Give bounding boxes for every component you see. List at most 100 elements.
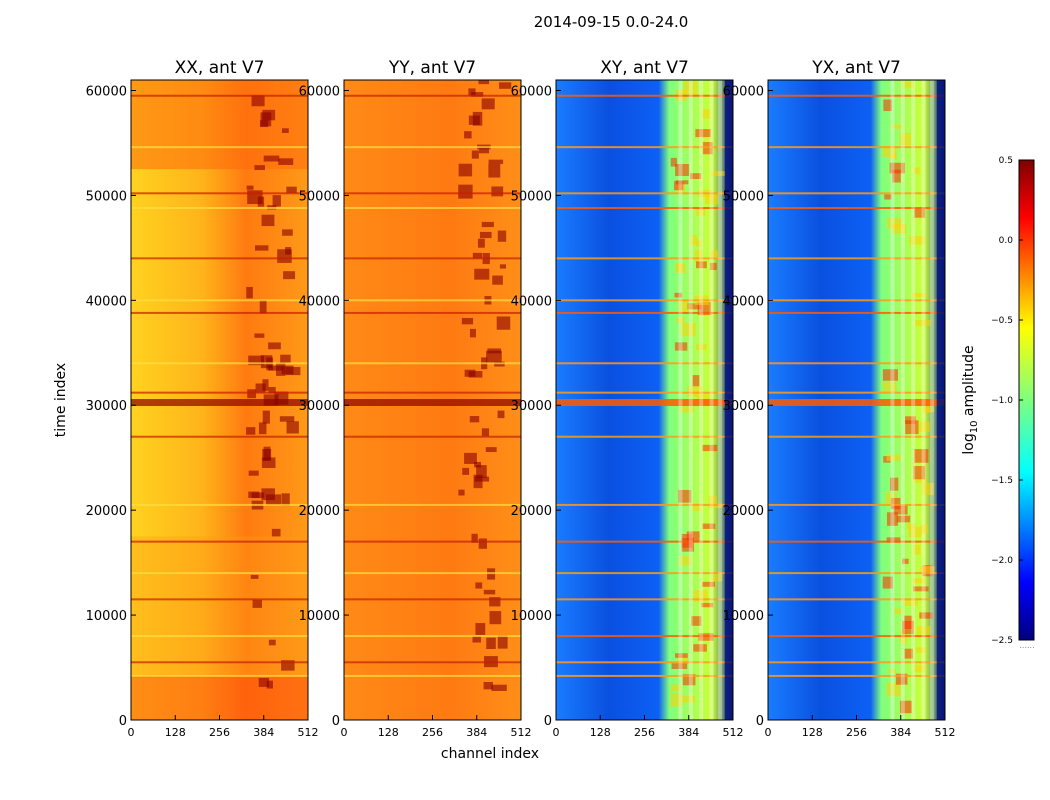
heatmap-streak [556, 299, 733, 302]
heatmap-cell [475, 582, 483, 589]
heatmap-cell [893, 608, 904, 614]
heatmap-cell [261, 214, 275, 227]
heatmap-streak [344, 311, 521, 314]
heatmap-cell [286, 421, 299, 434]
heatmap-streak [344, 540, 521, 543]
heatmap-streak [556, 362, 733, 365]
heatmap-cell [483, 681, 493, 690]
heatmap-streak [131, 257, 308, 260]
heatmap-streak [556, 391, 733, 394]
heatmap-cell [690, 173, 702, 180]
heatmap-cell [472, 252, 483, 259]
heatmap-streak [768, 94, 945, 97]
heatmap-cell [691, 616, 702, 626]
heatmap-streak [131, 399, 308, 406]
heatmap-streak [131, 674, 308, 677]
heatmap-cell [882, 145, 897, 157]
heatmap-cell [702, 581, 715, 587]
x-tick-label: 256 [209, 726, 230, 739]
y-tick-label: 20000 [299, 504, 340, 519]
heatmap-streak [131, 391, 308, 394]
heatmap-cell [920, 524, 928, 534]
colorbar-footnote: ...... [1019, 641, 1034, 650]
heatmap-cell [481, 428, 490, 437]
heatmap-stripe [930, 80, 935, 720]
heatmap-cell [891, 124, 903, 129]
heatmap-cell [497, 230, 507, 242]
y-tick-label: 40000 [86, 294, 127, 309]
heatmap-cell [886, 512, 898, 526]
heatmap-cell [889, 477, 899, 491]
heatmap-cell [920, 566, 935, 574]
panel-4: YX, ant V7 0 10000 20000 30000 40000 50000 6000… [723, 58, 956, 739]
heatmap-cell [919, 421, 930, 433]
heatmap-cell [890, 154, 897, 161]
heatmap-cell [479, 231, 492, 239]
heatmap-cell [702, 444, 718, 452]
heatmap-cell [710, 171, 726, 176]
heatmap-cell [670, 684, 682, 692]
colorbar-tick-label: 0.5 [999, 156, 1013, 166]
x-tick-label: 384 [678, 726, 699, 739]
heatmap-cell [674, 292, 683, 298]
heatmap-cell [246, 185, 254, 190]
heatmap-cell [887, 217, 903, 229]
x-tick-label: 128 [165, 726, 186, 739]
heatmap-cell [261, 457, 276, 468]
heatmap-streak [131, 362, 308, 365]
heatmap-cell [458, 163, 473, 177]
heatmap-cell [905, 416, 916, 424]
x-tick-label: 512 [511, 726, 532, 739]
heatmap-streak [768, 674, 945, 677]
heatmap-cell [263, 155, 280, 162]
heatmap-streak [768, 207, 945, 209]
heatmap-streak [131, 192, 308, 195]
heatmap-cell [251, 492, 265, 499]
heatmap-cell [483, 589, 496, 595]
heatmap-cell [889, 162, 905, 174]
heatmap-streak [556, 311, 733, 314]
heatmap-cell [281, 493, 290, 506]
x-tick-label: 512 [723, 726, 744, 739]
heatmap-cell [280, 354, 291, 364]
heatmap-band [131, 80, 308, 170]
heatmap-streak [768, 635, 945, 638]
heatmap-stripe [718, 80, 723, 720]
heatmap-cell [491, 186, 504, 197]
heatmap-cell [893, 504, 908, 515]
heatmap-cell [462, 467, 470, 475]
heatmap-cell [888, 669, 897, 674]
heatmap-cell [499, 264, 507, 269]
heatmap-streak [768, 540, 945, 543]
heatmap-streak [344, 94, 521, 97]
panel-title: YX, ant V7 [811, 58, 901, 78]
y-tick-label: 0 [332, 714, 340, 729]
y-tick-label: 0 [544, 714, 552, 729]
heatmap-cell [677, 656, 689, 665]
y-axis-label: time index [53, 363, 69, 437]
heatmap-streak [131, 146, 308, 149]
heatmap-cell [474, 461, 482, 468]
heatmap-cell [262, 410, 270, 424]
heatmap-cell [696, 393, 712, 404]
heatmap-cell [464, 452, 477, 464]
heatmap-cell [278, 158, 294, 165]
heatmap-streak [556, 399, 733, 406]
heatmap-cell [471, 150, 479, 159]
x-tick-label: 0 [341, 726, 348, 739]
heatmap-streak [344, 146, 521, 149]
heatmap-cell [692, 503, 702, 512]
x-tick-label: 128 [378, 726, 399, 739]
heatmap-streak [556, 635, 733, 638]
heatmap-cell [271, 528, 281, 537]
heatmap-cell [679, 406, 695, 413]
heatmap-streak [768, 598, 945, 601]
heatmap-streak [768, 391, 945, 394]
heatmap-cell [687, 385, 703, 398]
heatmap-cell [486, 350, 502, 364]
heatmap-streak [768, 435, 945, 438]
heatmap-cell [676, 262, 686, 274]
heatmap-cell [882, 381, 897, 392]
heatmap-streak [556, 661, 733, 664]
heatmap-cell [680, 322, 696, 337]
